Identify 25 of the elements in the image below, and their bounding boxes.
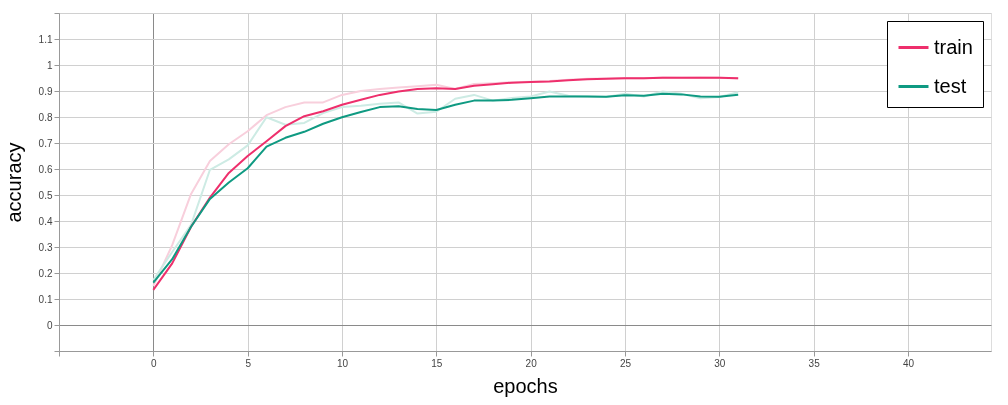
- y-tick-label: 0.9: [38, 85, 53, 97]
- y-tick-label: 0.8: [38, 111, 53, 123]
- x-axis-title: epochs: [493, 374, 558, 397]
- y-tick-label: 0: [46, 319, 53, 331]
- y-axis-title: accuracy: [2, 142, 25, 223]
- legend-label: test: [934, 74, 967, 97]
- y-tick-label: 1: [46, 59, 53, 71]
- x-tick-label: 20: [525, 357, 538, 369]
- x-tick-label: 35: [808, 357, 821, 369]
- x-tick-label: 40: [902, 357, 915, 369]
- y-tick-label: 0.2: [38, 267, 53, 279]
- x-tick-label: 15: [431, 357, 443, 369]
- x-tick-label: 5: [245, 357, 252, 369]
- y-tick-label: 0.5: [38, 189, 53, 201]
- y-tick-label: 0.6: [38, 163, 53, 175]
- x-tick-label: 0: [151, 357, 158, 369]
- x-tick-label: 30: [714, 357, 726, 369]
- legend-label: train: [934, 35, 973, 58]
- y-tick-label: 1.1: [38, 33, 53, 45]
- y-tick-label: 0.3: [38, 241, 53, 253]
- x-tick-label: 10: [336, 357, 349, 369]
- x-tick-label: 25: [619, 357, 632, 369]
- y-tick-label: 0.1: [38, 293, 53, 305]
- y-tick-label: 0.7: [38, 137, 53, 149]
- y-tick-label: 0.4: [38, 215, 53, 227]
